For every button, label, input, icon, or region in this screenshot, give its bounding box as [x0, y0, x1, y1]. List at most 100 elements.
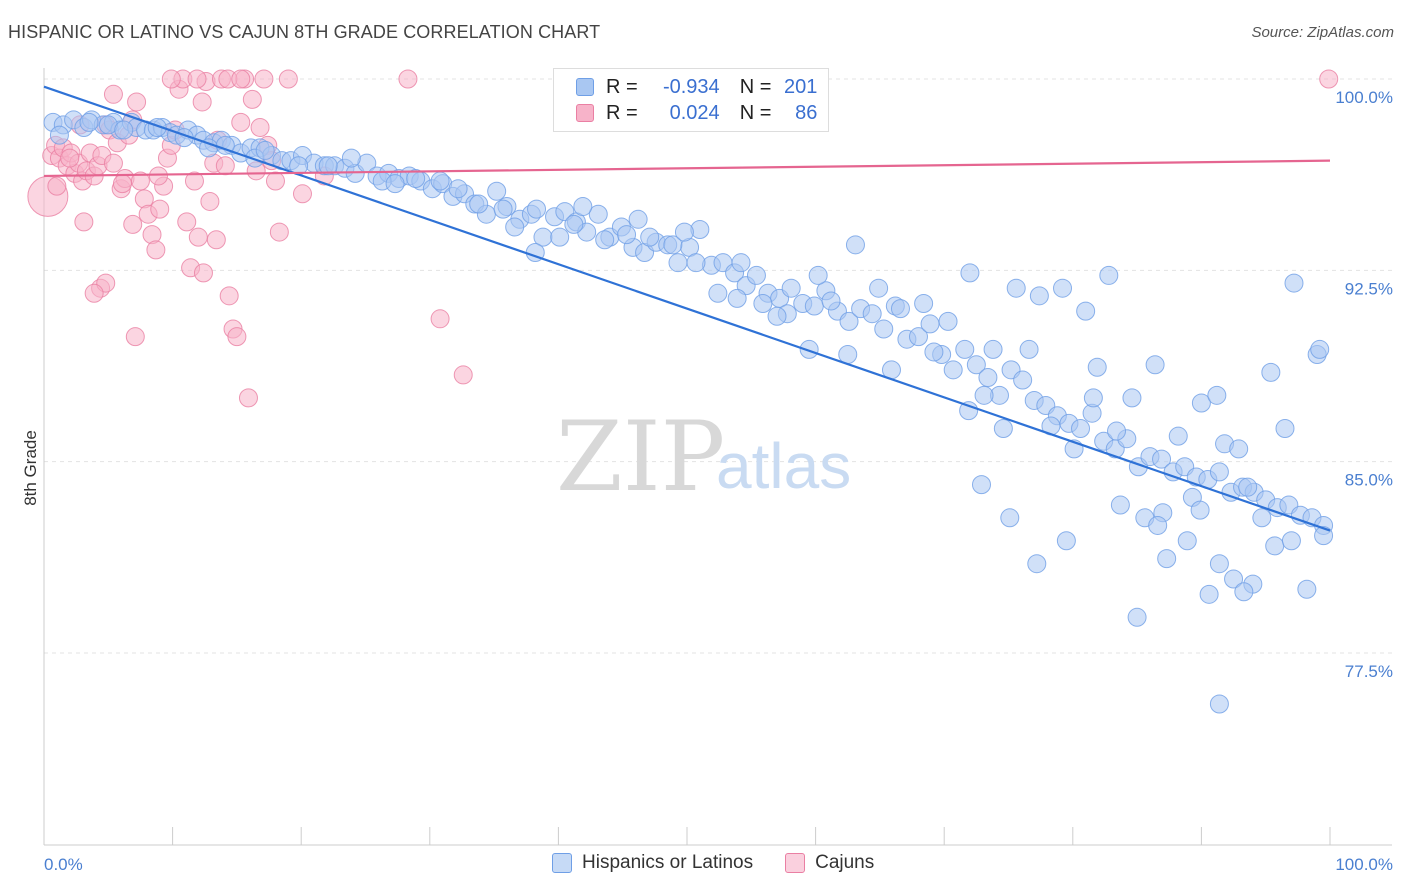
hispanic-point	[1099, 265, 1119, 285]
hispanic-point	[1000, 508, 1020, 528]
legend-n-label: N =	[739, 75, 772, 98]
hispanic-point	[731, 253, 751, 273]
hispanic-point	[708, 283, 728, 303]
hispanic-point	[1157, 549, 1177, 569]
legend-r-label: R =	[606, 101, 638, 124]
cajun-point	[219, 286, 239, 306]
cajun-point	[292, 184, 312, 204]
cajun-point	[278, 69, 298, 89]
legend-item-cajuns[interactable]: Cajuns	[785, 852, 874, 874]
hispanic-point	[1071, 419, 1091, 439]
hispanic-point	[1234, 582, 1254, 602]
hispanic-point	[890, 299, 910, 319]
hispanic-point	[505, 217, 525, 237]
hispanic-point	[469, 194, 489, 214]
legend-item-hispanics[interactable]: Hispanics or Latinos	[552, 852, 753, 874]
cajun-point	[103, 84, 123, 104]
hispanic-point	[1107, 421, 1127, 441]
chart-title: HISPANIC OR LATINO VS CAJUN 8TH GRADE CO…	[8, 22, 601, 42]
legend-row-hispanics: R = -0.934 N = 201	[576, 74, 817, 100]
cajun-point	[148, 166, 168, 186]
legend-r-label: R =	[606, 75, 638, 98]
hispanic-trend-line	[43, 85, 1331, 532]
y-tick-label: 92.5%	[1345, 279, 1393, 298]
hispanic-point	[1053, 278, 1073, 298]
hispanic-point	[686, 253, 706, 273]
hispanic-point	[406, 168, 426, 188]
hispanic-point	[874, 319, 894, 339]
hispanic-point	[1265, 536, 1285, 556]
cajun-point	[192, 92, 212, 112]
hispanic-point	[493, 199, 513, 219]
hispanic-point	[1261, 362, 1281, 382]
hispanic-point	[1284, 273, 1304, 293]
cajun-point	[430, 309, 450, 329]
cajun-point	[193, 263, 213, 283]
cajun-point	[265, 171, 285, 191]
cajun-point	[161, 69, 181, 89]
cajun-point	[177, 212, 197, 232]
cajun-point	[125, 327, 145, 347]
hispanic-point	[845, 235, 865, 255]
hispanic-point	[920, 314, 940, 334]
cajun-point	[231, 112, 251, 132]
hispanic-point	[767, 306, 787, 326]
hispanic-point	[1122, 388, 1142, 408]
watermark-atlas: atlas	[716, 430, 851, 502]
hispanic-point	[908, 327, 928, 347]
hispanic-point	[318, 156, 338, 176]
hispanic-point	[1027, 554, 1047, 574]
y-tick-label: 77.5%	[1345, 662, 1393, 681]
cajun-point	[206, 230, 226, 250]
hispanic-point	[1252, 508, 1272, 528]
legend-n-value: 201	[784, 75, 818, 98]
y-tick-label: 85.0%	[1345, 471, 1393, 490]
hispanic-point	[1152, 449, 1172, 469]
cajun-point	[112, 174, 132, 194]
hispanic-point	[1281, 531, 1301, 551]
hispanic-point	[1148, 515, 1168, 535]
hispanic-point	[1127, 607, 1147, 627]
hispanic-point	[974, 385, 994, 405]
hispanic-point	[781, 278, 801, 298]
hispanic-point	[79, 112, 99, 132]
cajun-point	[398, 69, 418, 89]
hispanic-point	[1209, 554, 1229, 574]
hispanic-point	[959, 401, 979, 421]
hispanic-point	[1019, 339, 1039, 359]
hispanic-point	[727, 288, 747, 308]
hispanic-point	[550, 227, 570, 247]
hispanic-point	[640, 227, 660, 247]
grid-lines	[44, 78, 1392, 654]
hispanic-point	[674, 222, 694, 242]
hispanic-point	[808, 265, 828, 285]
hispanic-point	[595, 230, 615, 250]
cajun-point	[84, 283, 104, 303]
legend-row-cajuns: R = 0.024 N = 86	[576, 100, 817, 126]
cajun-point	[74, 212, 94, 232]
legend-swatch-cajuns	[785, 853, 806, 873]
hispanic-point	[924, 342, 944, 362]
hispanic-point	[862, 304, 882, 324]
hispanic-point	[943, 360, 963, 380]
x-tick-label: 0.0%	[44, 855, 83, 874]
hispanic-point	[1199, 584, 1219, 604]
hispanic-point	[1209, 694, 1229, 714]
hispanic-point	[983, 339, 1003, 359]
hispanic-point	[978, 367, 998, 387]
hispanic-point	[914, 293, 934, 313]
hispanic-point	[668, 253, 688, 273]
hispanic-point	[1177, 531, 1197, 551]
cajun-point	[242, 89, 262, 109]
hispanic-point	[1224, 569, 1244, 589]
hispanic-point	[114, 120, 134, 140]
hispanic-point	[588, 204, 608, 224]
hispanic-point	[1209, 462, 1229, 482]
hispanic-point	[564, 214, 584, 234]
hispanic-point	[993, 419, 1013, 439]
legend-swatch-hispanics	[552, 853, 572, 873]
hispanic-point	[1297, 579, 1317, 599]
cajun-point	[187, 69, 207, 89]
cajun-point	[184, 171, 204, 191]
cajun-point	[269, 222, 289, 242]
